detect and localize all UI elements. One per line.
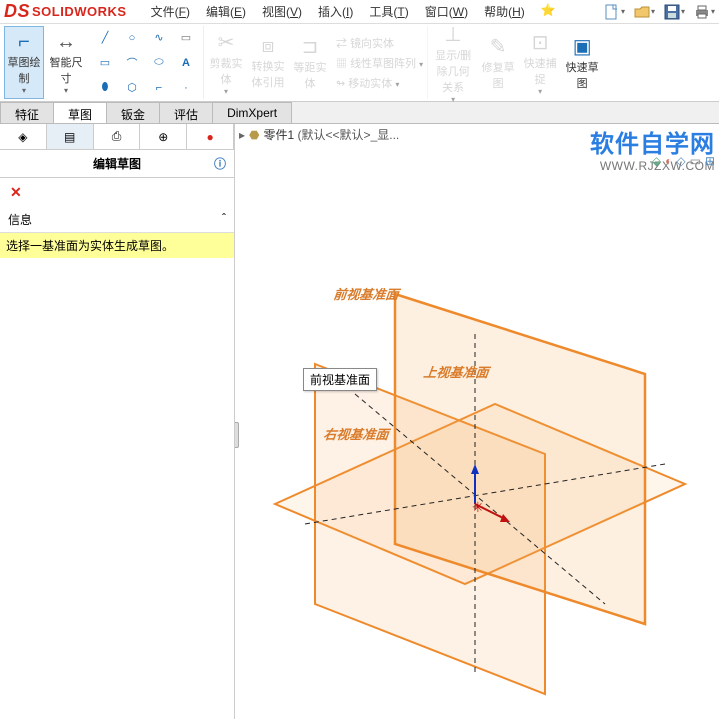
app-name: SOLIDWORKS [32,4,127,19]
tab-dimxpert[interactable]: DimXpert [212,102,292,123]
select-rect-icon[interactable]: ▭ [173,26,199,50]
tab-sketch[interactable]: 草图 [53,102,107,123]
menu-tools[interactable]: 工具(T) [361,1,416,22]
menu-insert[interactable]: 插入(I) [310,1,361,22]
point-tool-icon[interactable]: · [173,76,199,100]
view-tool-icon[interactable]: ⬙ [652,154,661,168]
panel-tab-config-icon[interactable]: ⎙ [94,124,141,149]
front-plane-label[interactable]: 前视基准面 [332,284,404,303]
reference-planes[interactable]: ✳ [245,244,705,704]
menu-window[interactable]: 窗口(W) [417,1,476,22]
fillet-tool-icon[interactable]: ⌐ [146,76,172,100]
panel-tab-property-icon[interactable]: ▤ [47,124,94,149]
print-icon[interactable]: ▾ [693,2,715,22]
graphics-area[interactable]: ▸ ⬣ 零件1 (默认<<默认>_显... 软件自学网 WWW.RJZXW.CO… [235,124,719,719]
part-icon: ⬣ [249,128,259,142]
logo-glyph: DS [4,1,30,22]
menu-bar: 文件(F) 编辑(E) 视图(V) 插入(I) 工具(T) 窗口(W) 帮助(H… [143,1,564,22]
info-section-label: 信息 [8,211,32,228]
help-icon[interactable]: ⓘ [214,155,226,172]
trim-button[interactable]: ✂ 剪裁实 体 ▾ [206,26,246,99]
open-doc-icon[interactable]: ▾ [633,2,655,22]
spline-tool-icon[interactable]: ∿ [146,26,172,50]
slot-tool-icon[interactable]: ⬮ [92,76,118,100]
line-tool-icon[interactable]: ╱ [92,26,118,50]
panel-splitter-handle[interactable] [235,422,239,448]
panel-tab-appearance-icon[interactable]: ● [187,124,234,149]
svg-text:✳: ✳ [472,499,484,515]
info-message: 选择一基准面为实体生成草图。 [0,233,234,258]
mirror-button[interactable]: ⇄ 镜向实体 [336,35,394,51]
offset-button[interactable]: ⊐ 等距实 体 [290,26,330,99]
breadcrumb[interactable]: ▸ ⬣ 零件1 (默认<<默认>_显... [239,126,399,143]
panel-tab-feature-tree-icon[interactable]: ◈ [0,124,47,149]
ellipse-tool-icon[interactable]: ⬭ [146,51,172,75]
menu-help[interactable]: 帮助(H) [476,1,533,22]
panel-title: 编辑草图 ⓘ [0,150,234,178]
tab-features[interactable]: 特征 [0,102,54,123]
mirror-icon: ⇄ [336,38,347,50]
convert-button[interactable]: ⧈ 转换实 体引用 [248,26,288,99]
save-doc-icon[interactable]: ▾ [663,2,685,22]
view-tool-icon[interactable]: ⊞ [705,154,715,168]
trim-icon: ✂ [218,30,235,55]
rapid-icon: ▣ [573,34,592,59]
menu-view[interactable]: 视图(V) [254,1,310,22]
view-tool-icon[interactable]: ◇ [676,154,685,168]
top-plane-label[interactable]: 上视基准面 [422,362,494,381]
repair-icon: ✎ [490,34,507,59]
rect-tool-icon[interactable]: ▭ [92,51,118,75]
view-tool-icon[interactable]: ▭ [690,154,701,168]
breadcrumb-arrow-icon: ▸ [239,128,245,142]
panel-tab-dim-icon[interactable]: ⊕ [140,124,187,149]
tab-evaluate[interactable]: 评估 [159,102,213,123]
sketch-button[interactable]: ⌐ 草图绘 制 ▾ [4,26,44,99]
rapid-sketch-button[interactable]: ▣ 快速草 图 [562,26,602,99]
move-button[interactable]: ↬ 移动实体 ▾ [336,75,399,91]
right-plane-label[interactable]: 右视基准面 [322,424,394,443]
text-tool-icon[interactable]: A [173,51,199,75]
circle-tool-icon[interactable]: ○ [119,26,145,50]
new-doc-icon[interactable]: ▾ [603,2,625,22]
menu-more-icon[interactable]: ⭐ [533,1,564,22]
snap-icon: ⊡ [532,30,549,55]
menu-file[interactable]: 文件(F) [143,1,198,22]
display-relations-button[interactable]: ⊥ 显示/删 除几何 关系 ▾ [430,26,476,99]
smart-dim-button[interactable]: ↔ 智能尺 寸 ▾ [46,26,86,99]
command-tabs: 特征 草图 钣金 评估 DimXpert [0,102,719,124]
repair-button[interactable]: ✎ 修复草 图 [478,26,518,99]
dimension-icon: ↔ [56,31,76,54]
view-tool-icon[interactable]: ◐ [665,154,672,168]
sketch-icon: ⌐ [18,31,30,54]
linear-pattern-button[interactable]: ▦ 线性草图阵列 ▾ [336,55,423,71]
polygon-tool-icon[interactable]: ⬡ [119,76,145,100]
convert-icon: ⧈ [262,35,275,58]
tab-sheetmetal[interactable]: 钣金 [106,102,160,123]
app-logo: DS SOLIDWORKS [4,1,127,22]
quick-snap-button[interactable]: ⊡ 快速捕 捉 ▾ [520,26,560,99]
close-panel-button[interactable]: ✕ [0,178,234,207]
relations-icon: ⊥ [444,22,461,47]
menu-edit[interactable]: 编辑(E) [198,1,254,22]
pattern-icon: ▦ [336,58,347,70]
move-icon: ↬ [336,78,345,90]
arc-tool-icon[interactable]: ⌒ [119,51,145,75]
offset-icon: ⊐ [302,34,319,59]
collapse-icon[interactable]: ˆ [222,211,226,228]
plane-tooltip: 前视基准面 [303,368,377,391]
